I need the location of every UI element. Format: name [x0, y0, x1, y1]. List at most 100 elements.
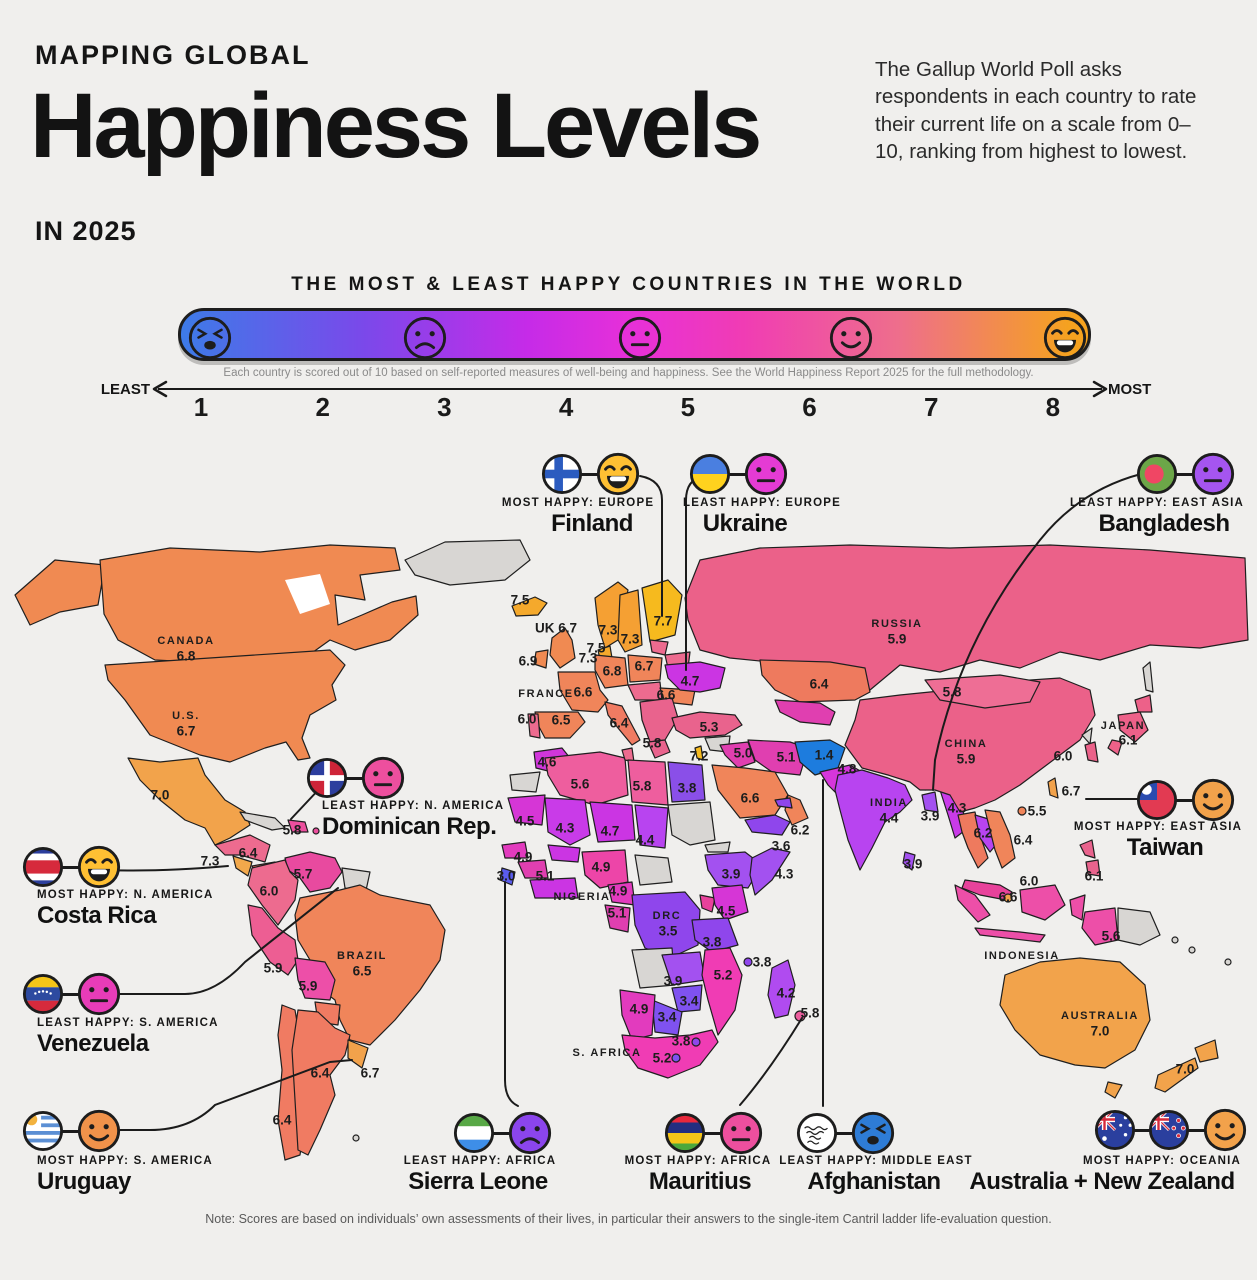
- sakhalin-shape: [1142, 661, 1154, 693]
- dominican-republic-flag: [306, 757, 348, 799]
- map-region-label: JAPAN: [1100, 720, 1146, 732]
- laugh-face-icon: [76, 844, 122, 890]
- least-label: LEAST: [100, 381, 150, 398]
- callout-connector: [32, 992, 112, 996]
- map-value-label: 5.8: [942, 684, 962, 700]
- map-value-label: 6.4: [272, 1112, 292, 1128]
- scale-heading: THE MOST & LEAST HAPPY COUNTRIES IN THE …: [291, 274, 966, 295]
- map-value-label: 6.6: [573, 684, 593, 700]
- most-label: MOST: [1108, 381, 1152, 398]
- mauritius-flag: [664, 1112, 706, 1154]
- japan-honshu-shape: [1117, 711, 1149, 743]
- callout-sierra-leone-category: LEAST HAPPY: AFRICA: [403, 1155, 557, 1167]
- solomon-dot: [1171, 936, 1179, 944]
- japan-hokkaido-shape: [1134, 694, 1153, 713]
- costa-rica-shape: [232, 855, 253, 877]
- map-value-label: 4.2: [776, 985, 796, 1001]
- map-value-label: 7.3: [620, 631, 640, 647]
- callout-venezuela-name: Venezuela: [37, 1030, 149, 1057]
- oceania-shapes: [999, 957, 1219, 1099]
- map-value-label: 6.9: [518, 653, 538, 669]
- uruguay-leader: [105, 1059, 353, 1131]
- scale-tick-1: 1: [193, 392, 209, 422]
- map-value-label: UK 6.7: [534, 620, 578, 636]
- china-shape: [844, 677, 1096, 813]
- france-shape: [557, 671, 609, 713]
- ireland-shape: [533, 649, 549, 669]
- map-value-label: 3.9: [903, 856, 923, 872]
- callout-bangladesh-category: LEAST HAPPY: EAST ASIA: [1070, 497, 1244, 509]
- happiness-gradient-bar: [178, 308, 1091, 361]
- callout-taiwan-category: MOST HAPPY: EAST ASIA: [1073, 821, 1243, 833]
- map-region-label: S. AFRICA: [572, 1047, 642, 1059]
- bolivia-shape: [294, 957, 336, 1001]
- iraq-shape: [719, 741, 756, 769]
- taiwan-shape: [1047, 777, 1059, 799]
- hudson-bay: [285, 574, 330, 614]
- singapore-dot: [1003, 893, 1013, 903]
- sudan-shape: [667, 801, 716, 846]
- fiji-dot: [1224, 958, 1232, 966]
- sierra-leone-leader: [504, 881, 519, 1107]
- eritrea-shape: [704, 841, 731, 853]
- map-value-label: 3.5: [658, 923, 678, 939]
- asia-shapes: [671, 544, 1249, 966]
- chad-shape: [634, 804, 669, 849]
- map-region-label: AUSTRALIA: [1061, 1010, 1139, 1022]
- map-value-label: 3.4: [657, 1009, 677, 1025]
- map-value-label: 7.0: [1090, 1023, 1110, 1039]
- neutral-face-icon: [617, 315, 662, 360]
- map-value-label: 6.4: [809, 676, 829, 692]
- callout-connector: [551, 472, 631, 476]
- callout-sierra-leone-name: Sierra Leone: [408, 1168, 548, 1195]
- map-value-label: 4.3: [947, 800, 967, 816]
- map-value-label: 4.6: [537, 754, 557, 770]
- callout-connector: [1146, 472, 1226, 476]
- scale-tick-3: 3: [437, 392, 452, 422]
- map-value-label: 7.2: [689, 748, 709, 764]
- brazil-shape: [294, 884, 446, 1046]
- map-region-label: FRANCE: [518, 688, 574, 700]
- map-value-label: 5.9: [298, 978, 318, 994]
- callout-finland-category: MOST HAPPY: EUROPE: [501, 497, 655, 509]
- costa-rica-flag: [22, 846, 64, 888]
- bangladesh-shape: [921, 791, 939, 813]
- turkey-shape: [671, 711, 743, 739]
- sweden-shape: [617, 589, 643, 653]
- north-korea-shape: [1081, 727, 1093, 745]
- map-value-label: 6.0: [1053, 748, 1073, 764]
- map-value-label: 3.4: [679, 993, 699, 1009]
- map-value-label: 5.2: [652, 1050, 672, 1066]
- uruguay-shape: [347, 1039, 369, 1069]
- vietnam-shape: [984, 809, 1016, 869]
- venezuela-shape: [284, 851, 343, 893]
- intro-description: The Gallup World Poll asks respondents i…: [875, 58, 1197, 163]
- map-value-label: 4.9: [591, 859, 611, 875]
- egypt-shape: [667, 761, 706, 803]
- portugal-shape: [527, 713, 541, 739]
- callout-costa-rica-name: Costa Rica: [37, 902, 157, 929]
- smile-face-icon: [76, 1108, 122, 1154]
- callout-finland-name: Finland: [551, 510, 633, 537]
- kazakhstan-shape: [759, 659, 871, 703]
- map-region-label: RUSSIA: [871, 618, 923, 630]
- page-title: Happiness Levels: [30, 75, 762, 177]
- gulf-of-guinea-shape: [529, 877, 579, 899]
- smile-face-icon: [1190, 777, 1236, 823]
- map-value-label: 5.8: [282, 822, 302, 838]
- java-shape: [974, 927, 1046, 943]
- scale-tick-4: 4: [558, 392, 574, 422]
- map-value-label: 5.1: [607, 905, 627, 921]
- callout-venezuela-category: LEAST HAPPY: S. AMERICA: [37, 1017, 219, 1029]
- philippines-south-shape: [1085, 859, 1101, 877]
- israel-shape: [694, 745, 704, 761]
- map-value-label: 5.8: [632, 778, 652, 794]
- map-value-label: 6.4: [1013, 832, 1033, 848]
- map-value-label: 3.8: [671, 1033, 691, 1049]
- footnote: Note: Scores are based on individuals’ o…: [205, 1212, 1052, 1226]
- lesotho-dot: [671, 1053, 681, 1063]
- mexico-shape: [127, 757, 251, 846]
- smile-face-icon: [1202, 1107, 1248, 1153]
